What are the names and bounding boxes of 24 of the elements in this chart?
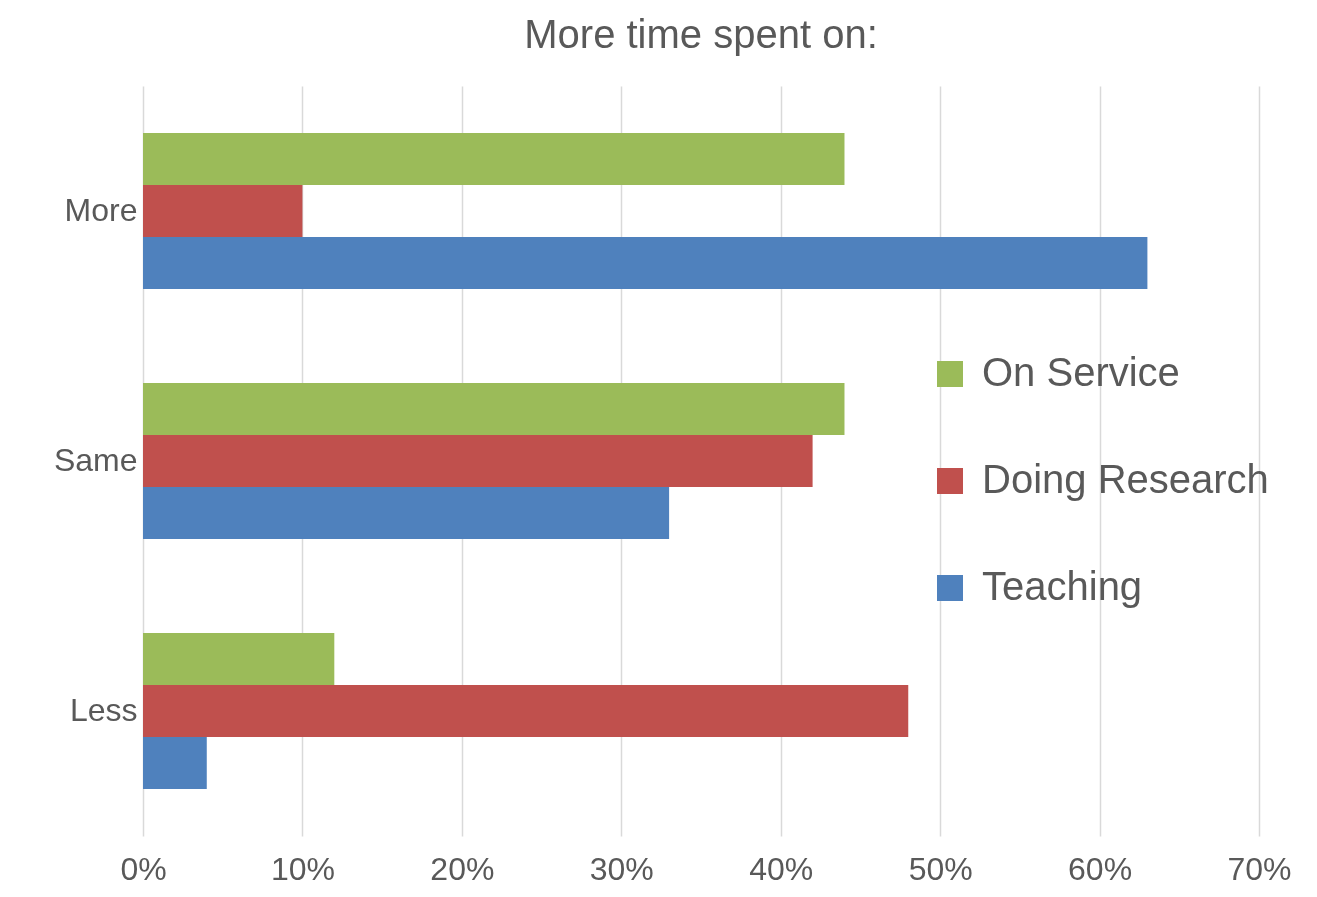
legend-label: On Service — [982, 350, 1180, 394]
y-tick-label: More — [64, 192, 138, 228]
bar — [143, 133, 845, 185]
x-tick-label: 60% — [1068, 850, 1133, 887]
bar — [143, 487, 670, 539]
x-tick-label: 50% — [908, 850, 973, 887]
bar — [143, 435, 813, 487]
bar — [143, 685, 909, 737]
x-tick-label: 70% — [1227, 850, 1292, 887]
y-tick-label: Less — [69, 692, 138, 728]
bar — [143, 383, 845, 435]
chart-title: More time spent on: — [524, 12, 878, 56]
legend-label: Doing Research — [982, 457, 1269, 501]
x-tick-label: 40% — [749, 850, 814, 887]
x-tick-label: 20% — [430, 850, 495, 887]
bar — [143, 737, 207, 789]
bar — [143, 633, 335, 685]
x-tick-label: 10% — [270, 850, 335, 887]
legend-label: Teaching — [982, 564, 1143, 608]
bar — [143, 237, 1148, 289]
bar — [143, 185, 303, 237]
y-tick-label: Same — [53, 442, 138, 478]
x-tick-label: 0% — [120, 850, 167, 887]
x-tick-label: 30% — [589, 850, 654, 887]
